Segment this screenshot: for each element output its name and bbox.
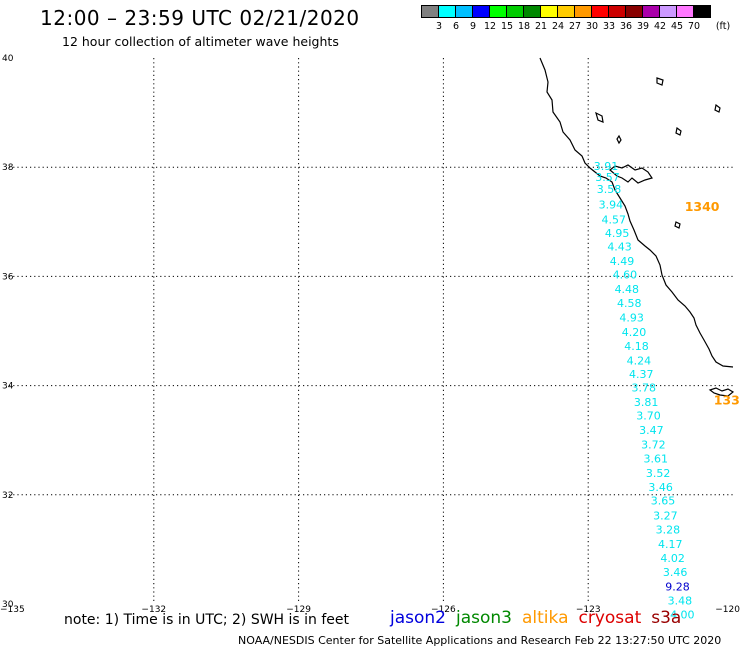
colorbar-label: 70 — [687, 21, 701, 32]
swh-value: 3.72 — [641, 438, 666, 451]
lon-tick-label: −120 — [715, 605, 740, 615]
lat-tick-label: 32 — [2, 491, 13, 501]
swh-value: 3.70 — [636, 409, 661, 422]
lake-6 — [674, 221, 681, 229]
swh-value: 4.49 — [610, 255, 635, 268]
colorbar-label: 30 — [585, 21, 599, 32]
axis-labels: 40 38 36 34 32 30−135 −132 −129 −126 −123 −120 — [0, 54, 740, 615]
satellite-jason2: jason2 — [390, 608, 446, 628]
credit-line: NOAA/NESDIS Center for Satellite Applica… — [238, 634, 722, 647]
swh-value: 3.81 — [634, 396, 659, 409]
colorbar — [421, 5, 711, 18]
swh-value: 3.47 — [639, 424, 664, 437]
swh-value: 4.20 — [622, 326, 647, 339]
map-subtitle: 12 hour collection of altimeter wave hei… — [62, 34, 339, 49]
lat-tick-label: 40 — [2, 54, 14, 64]
colorbar-label: 42 — [653, 21, 667, 32]
swh-value: 3.61 — [644, 453, 669, 466]
channel-island — [708, 387, 735, 397]
swh-value: 3.94 — [599, 199, 624, 212]
colorbar-label: 39 — [636, 21, 650, 32]
colorbar-swatch — [693, 5, 711, 18]
swh-value: 4.95 — [605, 227, 630, 240]
swh-value: 4.93 — [619, 312, 644, 325]
colorbar-label: 12 — [483, 21, 497, 32]
swh-value: 3.65 — [651, 495, 676, 508]
lat-tick-label: 38 — [2, 163, 14, 173]
colorbar-label: 27 — [568, 21, 582, 32]
swh-value: 9.28 — [665, 580, 690, 593]
colorbar-label: 3 — [435, 21, 443, 32]
colorbar-label: 9 — [469, 21, 477, 32]
colorbar-label: 15 — [500, 21, 514, 32]
colorbar-label: 45 — [670, 21, 684, 32]
swh-value: 3.46 — [663, 566, 688, 579]
time-label: 1339 — [714, 393, 740, 408]
swh-value: 3.48 — [668, 595, 693, 608]
colorbar-label: 33 — [602, 21, 616, 32]
swh-value: 4.37 — [629, 368, 654, 381]
swh-value: 4.24 — [627, 354, 652, 367]
lat-tick-label: 34 — [2, 382, 14, 392]
lake-2 — [616, 134, 622, 145]
swh-values: 3.913.573.58 3.944.574.954.434.494.604.48… — [594, 160, 695, 622]
satellite-cryosat: cryosat — [578, 608, 642, 628]
swh-value: 4.02 — [660, 552, 685, 565]
swh-value: 4.57 — [602, 213, 627, 226]
lake-3 — [656, 77, 664, 86]
california-coast — [539, 57, 734, 368]
lon-tick-label: −135 — [0, 605, 25, 615]
satellite-altika: altika — [522, 608, 569, 628]
map-title: 12:00 – 23:59 UTC 02/21/2020 — [40, 6, 360, 30]
swh-value: 3.91 — [594, 160, 619, 173]
swh-value: 3.27 — [653, 509, 678, 522]
colorbar-label: 36 — [619, 21, 633, 32]
graticule — [9, 58, 733, 604]
lake-4 — [675, 126, 682, 136]
colorbar-labels: 3 6 9 12 15 18 21 24 27 30 33 36 39 42 45 70 (ft) — [422, 21, 740, 33]
coastline — [539, 57, 735, 397]
note-text: note: 1) Time is in UTC; 2) SWH is in fe… — [64, 612, 350, 628]
swh-value: 4.17 — [658, 538, 683, 551]
swh-value: 3.52 — [646, 467, 671, 480]
satellite-jason3: jason3 — [456, 608, 512, 628]
swh-value: 4.00 — [670, 609, 695, 622]
lat-tick-label: 36 — [2, 272, 14, 282]
swh-value: 3.78 — [631, 382, 656, 395]
lon-tick-label: −129 — [286, 605, 311, 615]
lake-5 — [714, 103, 721, 113]
swh-value: 3.58 — [597, 183, 622, 196]
swh-value: 4.48 — [615, 283, 640, 296]
colorbar-label: 6 — [452, 21, 460, 32]
swh-value: 3.57 — [595, 171, 620, 184]
swh-value: 4.43 — [607, 241, 632, 254]
swh-value: 4.58 — [617, 297, 642, 310]
colorbar-label: 18 — [517, 21, 531, 32]
sf-bay — [609, 164, 653, 184]
satellite-legend: jason2 jason3 altika cryosat s3a — [390, 608, 681, 628]
colorbar-unit: (ft) — [715, 21, 731, 32]
lat-tick-label: 30 — [2, 600, 14, 610]
satellite-s3a: s3a — [651, 608, 682, 628]
colorbar-label: 21 — [534, 21, 548, 32]
lon-tick-label: −132 — [141, 605, 166, 615]
time-labels: 1340 1339 — [685, 199, 740, 408]
lake-1 — [595, 111, 604, 123]
time-label: 1340 — [685, 199, 720, 214]
swh-value: 3.28 — [656, 524, 681, 537]
swh-value: 4.60 — [613, 269, 638, 282]
lon-tick-label: −123 — [576, 605, 601, 615]
lon-tick-label: −126 — [431, 605, 456, 615]
colorbar-label: 24 — [551, 21, 565, 32]
swh-value: 4.18 — [624, 340, 649, 353]
swh-value: 3.46 — [648, 481, 673, 494]
